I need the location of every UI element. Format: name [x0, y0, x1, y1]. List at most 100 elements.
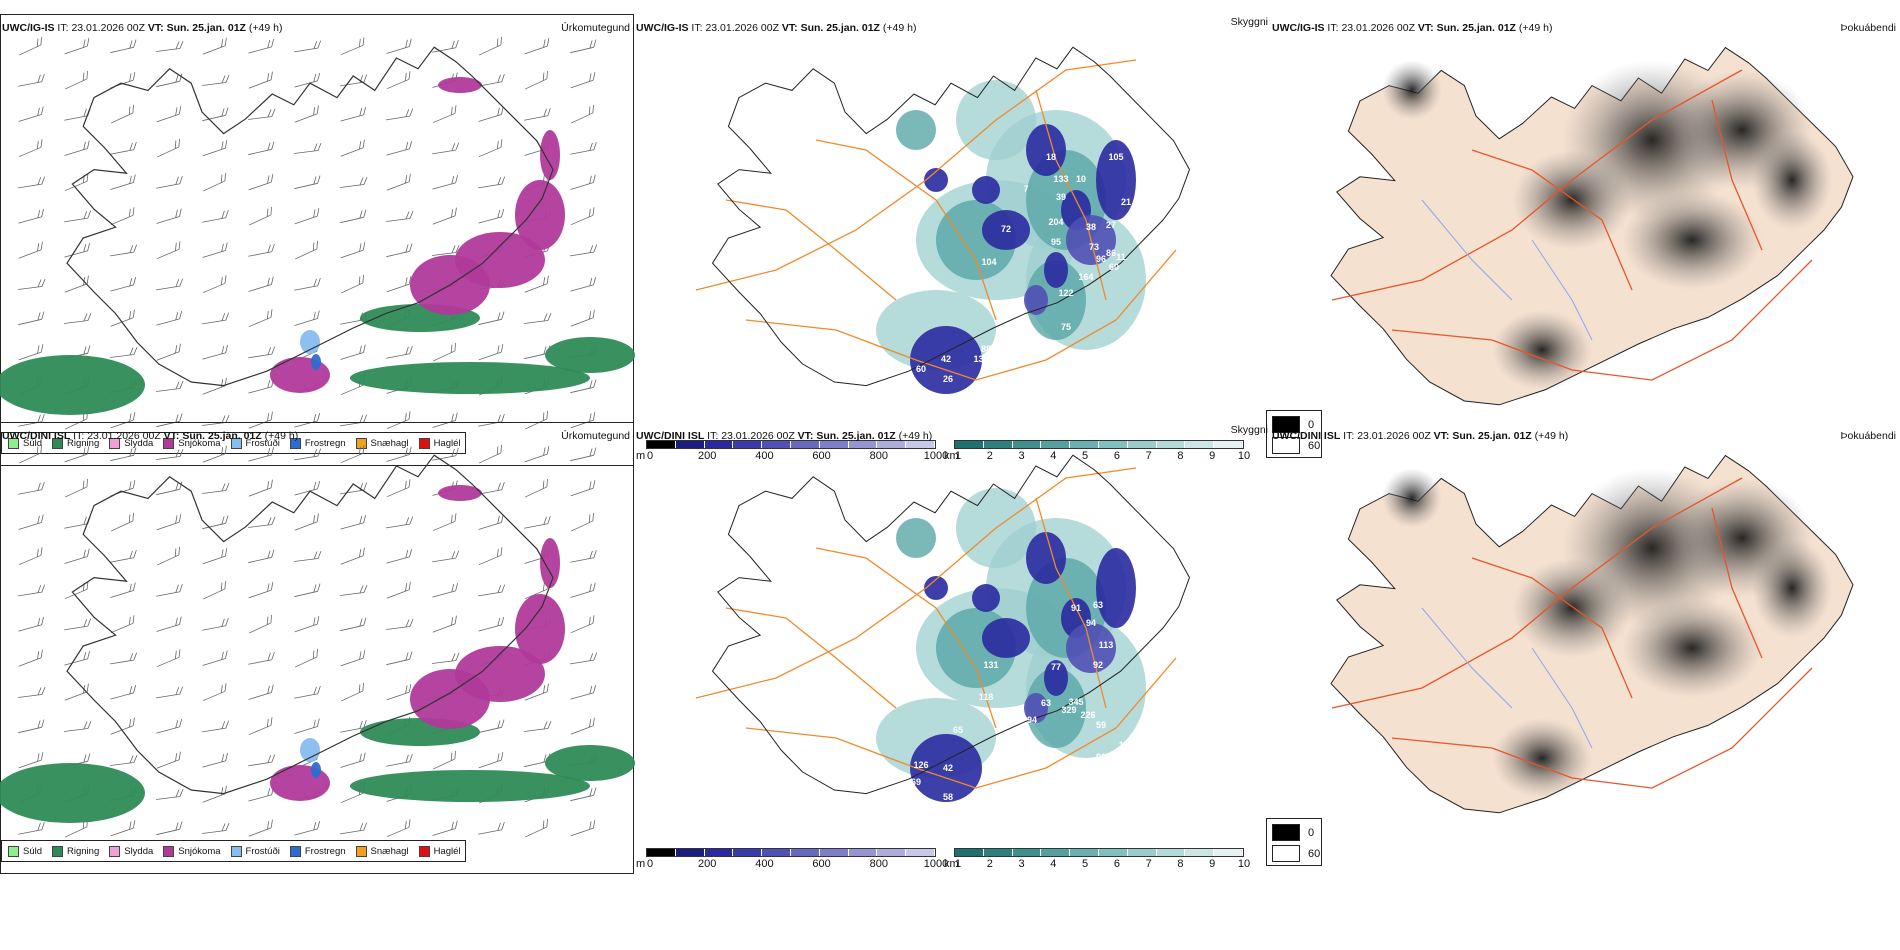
legend-label: Rigning: [67, 845, 100, 857]
wind-barb: [64, 548, 90, 564]
wind-barb: [18, 208, 45, 224]
legend-label: Haglél: [433, 437, 461, 449]
road: [1391, 667, 1813, 789]
colorbar-cell: [1185, 849, 1215, 856]
legend-swatch: [52, 845, 64, 857]
cloud-base-label: 94: [1086, 618, 1096, 628]
colorbar-cell: [877, 441, 907, 448]
road: [1471, 557, 1633, 699]
precip-type-panel: UWC/DINI ISL IT: 23.01.2026 00Z VT: Sun.…: [0, 408, 635, 878]
wind-barb: [524, 275, 549, 293]
wind-barb: [478, 616, 505, 632]
fog-legend-label: 60: [1308, 847, 1321, 860]
colorbar-tick: 6: [1113, 450, 1120, 462]
wind-barb: [570, 207, 595, 226]
legend-label: Slydda: [124, 437, 154, 449]
cloud-base-label: 69: [911, 777, 921, 787]
rain-area: [350, 362, 590, 394]
low-cloud-base-area: [924, 576, 948, 600]
snow-area: [270, 765, 330, 801]
colorbar-cell: [877, 849, 907, 856]
colorbar-cell: [955, 849, 984, 856]
wind-barb: [18, 311, 45, 326]
wind-barb: [156, 481, 183, 496]
wind-barb: [478, 584, 506, 597]
freezing-rain-area: [311, 762, 321, 778]
colorbar-tick: 8: [1177, 858, 1184, 870]
wind-barb: [294, 513, 319, 531]
colorbar-tick: 4: [1050, 450, 1057, 462]
colorbar-cells: [954, 848, 1244, 857]
wind-barb: [294, 685, 321, 699]
visibility-header: UWC/DINI ISL IT: 23.01.2026 00Z VT: Sun.…: [636, 430, 932, 442]
wind-barb: [110, 615, 135, 634]
wind-barb: [524, 410, 548, 430]
colorbar-cell: [983, 441, 1013, 448]
wind-barb: [570, 820, 596, 837]
legend-swatch: [355, 437, 367, 449]
colorbar-tick: 1000: [923, 858, 949, 870]
wind-barb: [478, 208, 505, 224]
legend-item: Rigning: [52, 437, 99, 449]
wind-barb: [156, 686, 184, 699]
wind-barb: [340, 650, 366, 667]
colorbar-tick: 2: [986, 858, 993, 870]
snow-area: [438, 77, 482, 93]
wind-barb: [478, 514, 504, 530]
wind-barb: [202, 785, 227, 803]
wind-barb: [432, 244, 460, 256]
wind-barb: [294, 820, 321, 836]
legend-swatch: [163, 845, 175, 857]
wind-barb: [570, 684, 597, 700]
colorbar-tick: 10: [1237, 858, 1251, 870]
wind-barb: [294, 142, 322, 154]
wind-barb: [570, 379, 597, 394]
low-cloud-base-area: [972, 176, 1000, 204]
legend-item: Snæhagl: [355, 437, 409, 449]
wind-barb: [18, 36, 42, 56]
wind-barb: [156, 278, 184, 291]
road: [1331, 477, 1743, 709]
colorbar-unit: m: [636, 858, 646, 870]
init-time: 23.01.2026 00Z: [71, 22, 148, 34]
wind-barb: [570, 447, 597, 462]
wind-barb: [432, 105, 457, 124]
valid-label: VT: Sun. 25.jan. 01Z: [147, 22, 246, 34]
low-visibility-area: [1026, 260, 1086, 340]
low-cloud-base-area: [982, 618, 1030, 658]
cloud-base-label: 329: [1061, 705, 1076, 715]
wind-barb: [248, 684, 274, 700]
lead-time: (+49 h): [1518, 22, 1553, 34]
wind-barb: [110, 582, 136, 598]
colorbar-tick: 400: [755, 858, 774, 870]
colorbar-cells: [646, 440, 936, 449]
colorbar-tick: 9: [1209, 858, 1216, 870]
panel-name: Skyggni: [1230, 16, 1268, 28]
wind-barb: [156, 310, 183, 326]
wind-barb: [156, 583, 183, 597]
wind-barb: [340, 514, 367, 530]
low-cloud-base-area: [1044, 660, 1068, 696]
fog-legend-label: 60: [1308, 439, 1321, 452]
cloud-base-label: 118: [979, 692, 994, 702]
road: [745, 249, 1177, 381]
colorbar-tick: 400: [755, 450, 774, 462]
wind-barb: [18, 719, 45, 734]
wind-barb: [340, 617, 367, 632]
legend-item: Haglél: [418, 437, 461, 449]
wind-barb: [110, 39, 137, 54]
wind-barb: [340, 344, 366, 360]
snow-area: [515, 594, 565, 664]
precip-map-frame: [0, 14, 634, 466]
coastline: [66, 454, 554, 795]
colorbar-cell: [1185, 441, 1215, 448]
cloud-base-label: 11: [1116, 252, 1126, 262]
legend-label: Frostregn: [304, 437, 346, 449]
cloud-base-label: 59: [1096, 720, 1106, 730]
fog-area: [1622, 190, 1762, 290]
cloud-base-label: 86: [1106, 248, 1116, 258]
wind-barb: [110, 447, 137, 462]
legend-swatch: [8, 845, 19, 857]
model-name: UWC/DINI ISL: [636, 430, 705, 442]
